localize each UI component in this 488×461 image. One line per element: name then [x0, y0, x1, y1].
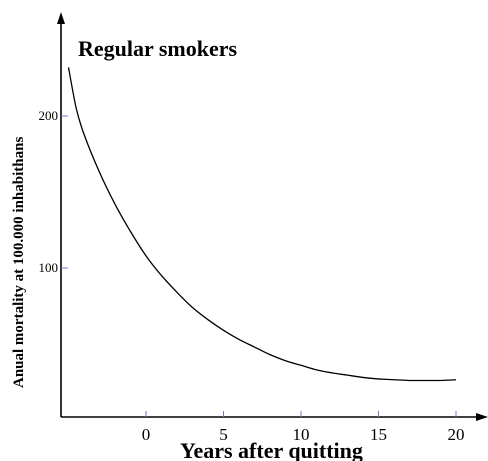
x-tick-label: 10	[293, 425, 310, 444]
x-tick-label: 15	[370, 425, 387, 444]
series-group	[67, 67, 457, 382]
x-ticks: 0 5 10 15 20	[142, 411, 465, 444]
x-tick-label: 0	[142, 425, 151, 444]
y-axis-arrowhead	[57, 12, 65, 24]
y-axis-title: Anual mortality at 100.000 inhabithans	[11, 137, 27, 388]
x-axis-arrowhead	[476, 413, 488, 421]
y-tick-label: 100	[39, 260, 59, 275]
y-axis	[57, 12, 65, 417]
x-axis-title: Years after quitting	[180, 438, 363, 461]
x-axis	[61, 413, 488, 421]
x-tick-label: 20	[448, 425, 465, 444]
x-tick-label: 5	[219, 425, 228, 444]
plot-area: 0 5 10 15 20 100 200	[39, 12, 488, 444]
chart-title: Regular smokers	[78, 36, 238, 61]
y-ticks: 100 200	[39, 108, 68, 275]
series-line-0	[67, 67, 457, 382]
y-tick-label: 200	[39, 108, 59, 123]
